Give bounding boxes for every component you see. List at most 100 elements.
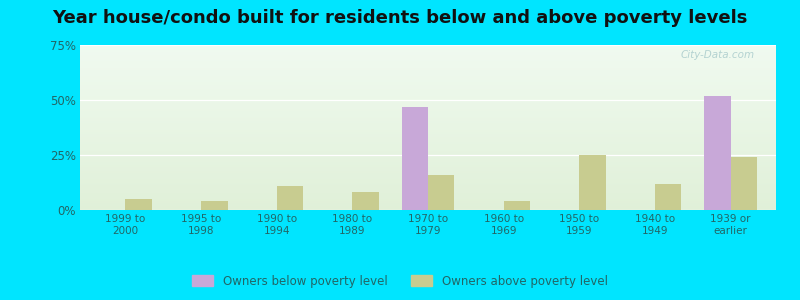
Bar [80, 94, 776, 95]
Bar [80, 168, 776, 169]
Bar [80, 79, 776, 80]
Bar [80, 130, 776, 131]
Bar [80, 76, 776, 77]
Bar [80, 144, 776, 145]
Bar [80, 143, 776, 144]
Bar [80, 136, 776, 137]
Bar [80, 122, 776, 123]
Bar [80, 202, 776, 203]
Bar [80, 71, 776, 72]
Bar [80, 196, 776, 197]
Bar [80, 48, 776, 49]
Bar [80, 127, 776, 128]
Bar [80, 201, 776, 202]
Bar [80, 68, 776, 69]
Bar [80, 56, 776, 57]
Bar [80, 158, 776, 159]
Bar [80, 189, 776, 190]
Bar [80, 54, 776, 55]
Bar [80, 104, 776, 105]
Bar [80, 205, 776, 206]
Bar [80, 183, 776, 184]
Bar [80, 187, 776, 188]
Bar [80, 67, 776, 68]
Bar [80, 87, 776, 88]
Bar [80, 55, 776, 56]
Bar [80, 179, 776, 180]
Bar [80, 208, 776, 209]
Bar [80, 84, 776, 85]
Bar [80, 172, 776, 173]
Bar [80, 178, 776, 179]
Bar [80, 202, 776, 203]
Bar [80, 159, 776, 160]
Bar [80, 160, 776, 161]
Bar [80, 170, 776, 171]
Bar [80, 131, 776, 132]
Bar [80, 161, 776, 162]
Bar [80, 92, 776, 93]
Bar [80, 209, 776, 210]
Bar [80, 199, 776, 200]
Bar [80, 90, 776, 91]
Bar [80, 149, 776, 150]
Bar [80, 153, 776, 154]
Bar [80, 102, 776, 103]
Bar [80, 73, 776, 74]
Bar [80, 70, 776, 71]
Bar [80, 195, 776, 196]
Bar [80, 162, 776, 163]
Bar [80, 51, 776, 52]
Bar [80, 53, 776, 54]
Bar [80, 148, 776, 149]
Bar [80, 166, 776, 167]
Bar [80, 106, 776, 107]
Bar [80, 113, 776, 114]
Bar [80, 156, 776, 157]
Bar [80, 180, 776, 181]
Bar [80, 192, 776, 193]
Bar [428, 175, 454, 210]
Bar [80, 60, 776, 61]
Bar [80, 146, 776, 147]
Bar [80, 140, 776, 141]
Bar [80, 186, 776, 187]
Bar [80, 164, 776, 165]
Bar [80, 88, 776, 89]
Bar [80, 175, 776, 176]
Bar [80, 66, 776, 67]
Bar [80, 99, 776, 100]
Bar [80, 169, 776, 170]
Bar [80, 93, 776, 94]
Bar [126, 199, 152, 210]
Bar [277, 186, 303, 210]
Bar [80, 174, 776, 175]
Bar [80, 193, 776, 194]
Legend: Owners below poverty level, Owners above poverty level: Owners below poverty level, Owners above… [189, 271, 611, 291]
Bar [80, 49, 776, 50]
Bar [80, 120, 776, 121]
Bar [504, 201, 530, 210]
Bar [80, 69, 776, 70]
Bar [80, 194, 776, 195]
Bar [80, 126, 776, 127]
Bar [80, 58, 776, 59]
Bar [80, 116, 776, 117]
Bar [80, 167, 776, 168]
Bar [80, 125, 776, 126]
Bar [80, 177, 776, 178]
Bar [80, 59, 776, 60]
Bar [80, 147, 776, 148]
Bar [80, 169, 776, 170]
Bar [80, 134, 776, 135]
Bar [80, 204, 776, 205]
Bar [80, 62, 776, 63]
Bar [80, 191, 776, 192]
Bar [80, 57, 776, 58]
Bar [80, 203, 776, 204]
Bar [80, 188, 776, 189]
Bar [80, 132, 776, 133]
Bar [80, 165, 776, 166]
Bar [80, 72, 776, 73]
Bar [80, 155, 776, 156]
